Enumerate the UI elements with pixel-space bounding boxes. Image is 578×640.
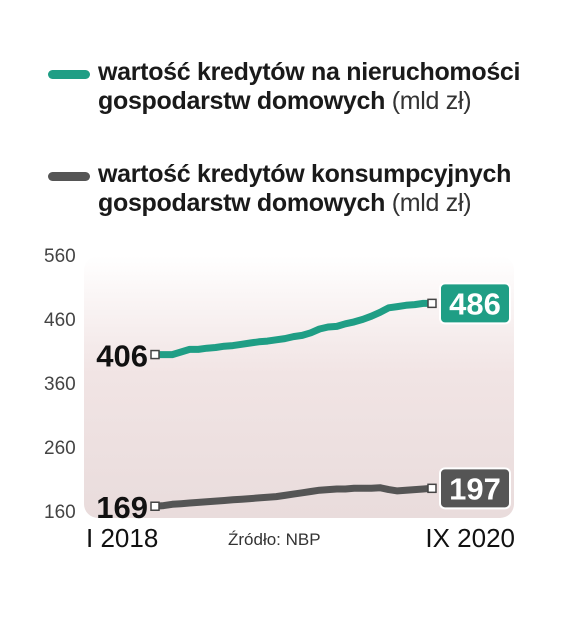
legend-item-mortgage: wartość kredytów na nieruchomości gospod… xyxy=(48,58,568,116)
series-line-1 xyxy=(151,484,436,510)
start-marker-0 xyxy=(150,349,160,360)
legend-item-consumer: wartość kredytów konsumpcyjnych gospodar… xyxy=(48,160,568,218)
end-value-badge-0 xyxy=(439,282,511,325)
y-tick-label: 560 xyxy=(44,246,76,267)
legend-swatch-consumer xyxy=(48,172,90,181)
legend-label-mortgage: wartość kredytów na nieruchomości gospod… xyxy=(98,58,521,115)
end-marker-0 xyxy=(427,298,437,309)
end-value-label-0: 486 xyxy=(449,286,501,321)
end-value-label-1: 197 xyxy=(449,471,501,506)
start-value-label-0: 406 xyxy=(96,339,148,374)
end-marker-1 xyxy=(427,483,437,494)
plot-background xyxy=(84,256,514,518)
y-tick-label: 160 xyxy=(44,502,76,523)
source-label: Źródło: NBP xyxy=(228,530,321,549)
start-value-label-1: 169 xyxy=(96,490,148,525)
y-tick-label: 260 xyxy=(44,438,76,459)
start-marker-1 xyxy=(150,501,160,511)
y-tick-label: 460 xyxy=(44,310,76,331)
legend-label-consumer: wartość kredytów konsumpcyjnych gospodar… xyxy=(98,160,512,217)
series-line-0 xyxy=(151,299,436,359)
x-start-label: I 2018 xyxy=(86,523,158,553)
legend-swatch-mortgage xyxy=(48,70,90,79)
x-end-label: IX 2020 xyxy=(425,523,515,553)
end-value-badge-1 xyxy=(439,467,511,510)
y-tick-label: 360 xyxy=(44,374,76,395)
